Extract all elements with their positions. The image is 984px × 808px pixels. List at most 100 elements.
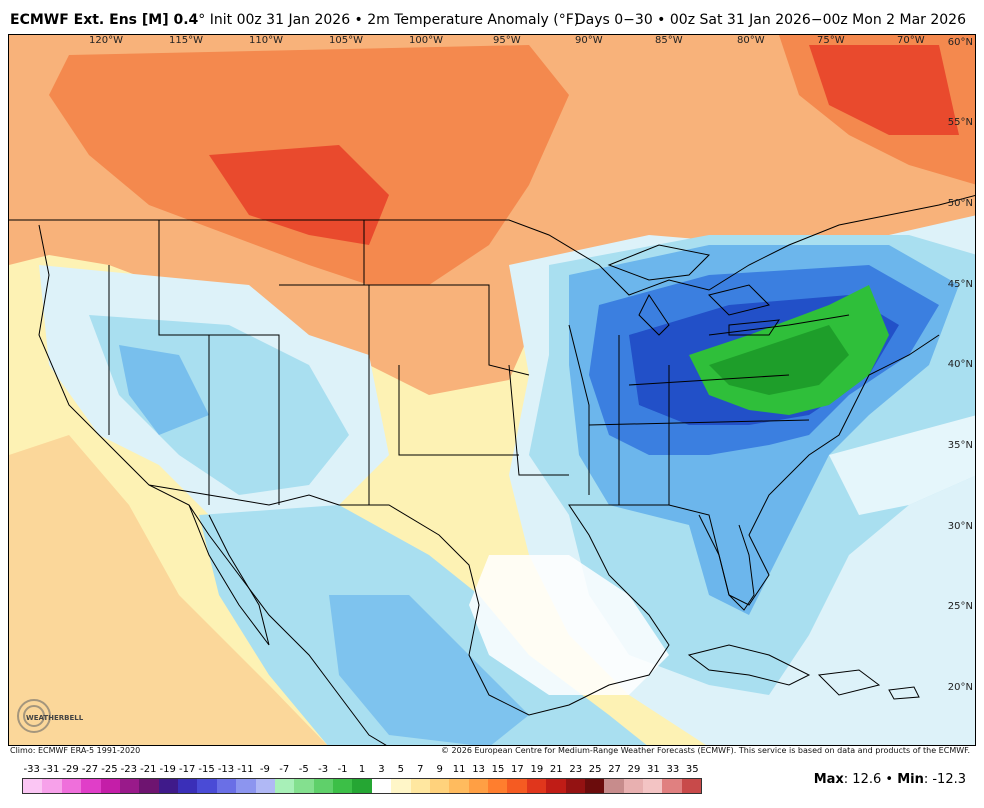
legend-tick-label: -13 — [217, 764, 235, 775]
legend-swatch — [119, 779, 140, 793]
legend-swatch — [546, 779, 566, 793]
legend-swatch — [294, 779, 314, 793]
legend-tick-label: -25 — [101, 764, 118, 775]
legend-tick-label: -29 — [62, 764, 79, 775]
lat-label-50n: 50°N — [947, 198, 973, 209]
max-label: Max — [813, 772, 844, 787]
legend-swatch — [410, 779, 430, 793]
atlantic-neutral — [829, 415, 975, 515]
min-value: : -12.3 — [923, 772, 966, 787]
legend-swatch — [158, 779, 178, 793]
legend-tick-label: -31 — [42, 764, 60, 775]
lon-label-95w: 95°W — [493, 35, 521, 46]
state-line-11 — [588, 419, 810, 426]
cool-mexico-deep — [329, 595, 529, 745]
legend-swatch — [584, 779, 605, 793]
legend-tick-label: 5 — [397, 764, 405, 775]
state-line-12 — [628, 374, 790, 386]
state-line-2 — [158, 220, 210, 505]
legend-tick-label: -5 — [298, 764, 309, 775]
lon-label-115w: 115°W — [169, 35, 203, 46]
west-coastline — [38, 224, 387, 745]
baja-coast — [188, 504, 270, 646]
valid-range: Days 0−30 • 00z Sat 31 Jan 2026−00z Mon … — [574, 12, 966, 28]
warm-core-quebec-inner — [809, 45, 959, 135]
legend-tick-label: 33 — [666, 764, 680, 775]
max-value: : 12.6 • — [843, 772, 898, 787]
lat-label-40n: 40°N — [947, 359, 973, 370]
legend-tick-label: -15 — [198, 764, 215, 775]
copyright-note: © 2026 European Centre for Medium-Range … — [441, 746, 970, 755]
legend-swatch — [139, 779, 159, 793]
legend-swatch — [42, 779, 62, 793]
lat-label-25n: 25°N — [947, 601, 973, 612]
legend-swatch — [662, 779, 682, 793]
legend-tick-label: 31 — [647, 764, 660, 775]
legend-tick-label: -19 — [159, 764, 176, 775]
max-min-stats: Max: 12.6 • Min: -12.3 — [814, 772, 966, 787]
model-name: ECMWF Ext. Ens [M] 0.4 — [10, 12, 199, 28]
lon-label-70w: 70°W — [897, 35, 925, 46]
lon-label-120w: 120°W — [89, 35, 123, 46]
lat-label-30n: 30°N — [947, 521, 973, 532]
legend-tick-label: 13 — [472, 764, 485, 775]
lon-label-75w: 75°W — [817, 35, 845, 46]
legend-tick-label: 19 — [530, 764, 544, 775]
state-line-5 — [363, 220, 530, 376]
lat-label-60n: 60°N — [947, 37, 973, 48]
weatherbell-logo: WEATHERBELL — [17, 699, 84, 733]
legend-swatch — [643, 779, 663, 793]
canada-us-border — [9, 195, 975, 296]
legend-swatch — [352, 779, 372, 793]
legend-tick-label: 1 — [358, 764, 366, 775]
lat-label-55n: 55°N — [947, 117, 973, 128]
legend-swatch — [81, 779, 101, 793]
us-mexico-border — [148, 484, 340, 506]
lat-label-45n: 45°N — [947, 279, 973, 290]
legend-swatch — [61, 779, 82, 793]
legend-tick-label: -33 — [23, 764, 40, 775]
florida — [698, 514, 755, 611]
legend-swatch — [236, 779, 256, 793]
legend-tick-label: -11 — [237, 764, 254, 775]
legend-swatch — [255, 779, 275, 793]
legend-tick-label: -1 — [337, 764, 348, 775]
cool-west-spots — [119, 345, 209, 435]
legend-swatch — [604, 779, 624, 793]
state-line-3 — [209, 334, 280, 505]
temperature-anomaly-map[interactable]: 120°W 115°W 110°W 105°W 100°W 95°W 90°W … — [8, 34, 976, 746]
lon-label-105w: 105°W — [329, 35, 363, 46]
legend-tick-label: -21 — [140, 764, 157, 775]
legend-swatch — [371, 779, 392, 793]
legend-swatch — [100, 779, 120, 793]
legend-swatch — [681, 779, 702, 793]
west-warm-pale — [9, 435, 328, 745]
legend-swatch — [178, 779, 198, 793]
legend-tick-label: -9 — [259, 764, 270, 775]
state-line-8 — [568, 324, 590, 495]
legend-tick-label: -27 — [81, 764, 99, 775]
lon-label-110w: 110°W — [249, 35, 283, 46]
legend-swatch — [333, 779, 353, 793]
legend-swatch — [565, 779, 585, 793]
gulf-coastline — [339, 334, 940, 716]
legend-tick-label: 21 — [549, 764, 563, 775]
legend-swatch — [216, 779, 237, 793]
state-line-7 — [508, 364, 569, 476]
lat-label-35n: 35°N — [947, 440, 973, 451]
logo-text: WEATHERBELL — [26, 714, 84, 722]
legend-swatch — [274, 779, 295, 793]
legend-tick-label: -3 — [318, 764, 329, 775]
state-line-13 — [708, 314, 850, 336]
cuba — [687, 644, 811, 686]
state-line-6 — [398, 365, 519, 456]
puerto-rico — [888, 686, 920, 700]
legend-tick-label: -7 — [279, 764, 290, 775]
legend-tick-label: 3 — [378, 764, 385, 775]
legend-tick-label: 7 — [417, 764, 424, 775]
hispaniola — [817, 669, 881, 696]
legend-tick-label: 17 — [511, 764, 524, 775]
legend-tick-label: 35 — [685, 764, 699, 775]
legend-swatch — [526, 779, 547, 793]
legend-swatch — [391, 779, 411, 793]
